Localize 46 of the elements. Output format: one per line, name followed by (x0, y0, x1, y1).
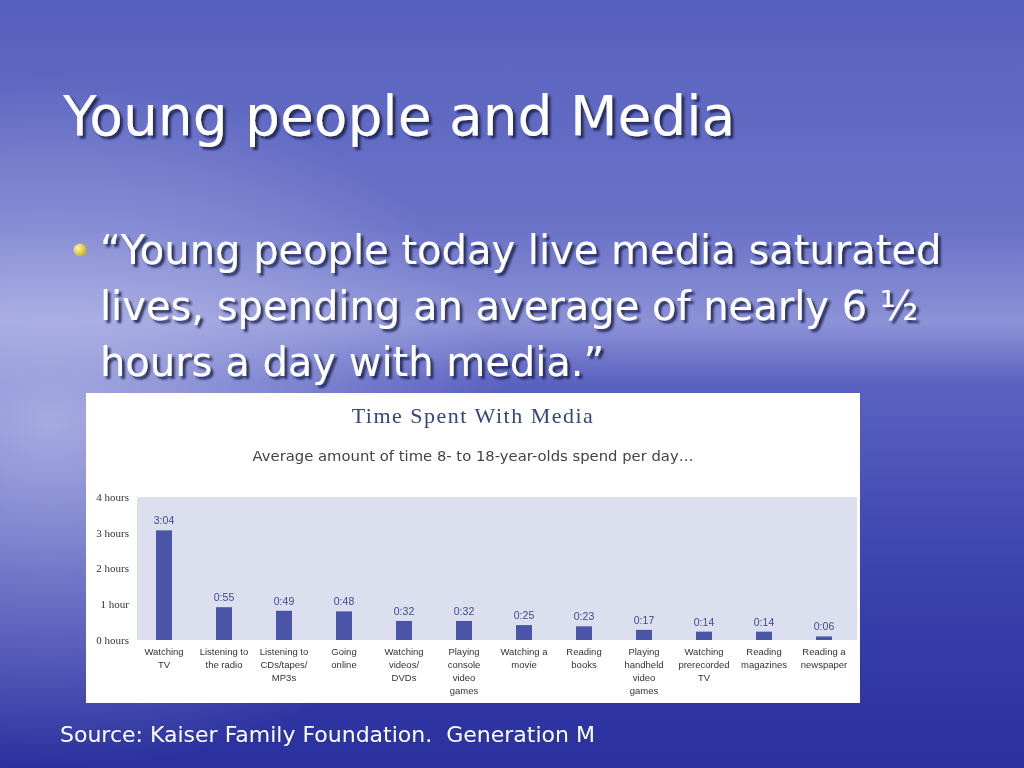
y-tick-label: 4 hours (96, 490, 129, 503)
bar (516, 625, 532, 640)
data-label: 0:49 (273, 594, 295, 607)
x-tick-label: Playing handheld video games (624, 646, 664, 696)
x-tick-label: Reading books (566, 646, 602, 670)
bar (216, 607, 232, 640)
x-tick-label: Listening to the radio (199, 646, 249, 670)
text: “Young people today live media saturated lives, spending an average of nearly 6 ½ hours a day with media.” (100, 227, 942, 385)
data-label: 0:06 (813, 620, 835, 633)
x-tick-label: Watching prerecorded TV (678, 646, 730, 683)
bar (156, 530, 172, 640)
data-label: 0:32 (393, 604, 415, 617)
data-label: 0:32 (453, 604, 475, 617)
bar (576, 626, 592, 640)
x-tick-label: Watching a movie (500, 646, 549, 670)
y-tick-label: 2 hours (96, 562, 129, 575)
data-label: 0:55 (213, 591, 235, 604)
y-tick-label: 3 hours (96, 526, 129, 539)
data-label: 3:04 (153, 514, 175, 527)
bar (456, 620, 472, 640)
bar (816, 636, 832, 640)
chart-subtitle: Average amount of time 8- to 18-year-olds spend per day… (252, 447, 694, 464)
bar (396, 620, 412, 640)
bar (696, 631, 712, 640)
source-note: Source: Kaiser Family Foundation. Generation M (60, 722, 595, 747)
x-tick-label: Listening to CDs/tapes/MP3s (259, 646, 309, 683)
data-label: 0:25 (513, 609, 535, 622)
y-tick-label: 1 hour (100, 598, 130, 611)
x-tick-label: Going online (331, 646, 357, 670)
bar (756, 631, 772, 640)
x-tick-label: Reading magazines (741, 646, 788, 670)
data-label: 0:14 (753, 615, 775, 628)
data-label: 0:23 (573, 610, 595, 623)
bar (636, 629, 652, 640)
data-label: 0:17 (633, 613, 655, 626)
data-label: 0:14 (693, 615, 715, 628)
y-tick-label: 0 hours (96, 633, 129, 646)
bar (276, 610, 292, 640)
x-tick-label: Watching videos/DVDs (384, 646, 424, 683)
x-tick-label: Playing console video games (447, 646, 481, 696)
bar (336, 611, 352, 640)
data-label: 0:48 (333, 595, 355, 608)
x-tick-label: Reading a newspaper (800, 646, 848, 670)
text: Young people and Media (62, 84, 736, 148)
x-tick-label: Watching TV (144, 646, 184, 670)
chart-title: Time Spent With Media (351, 403, 595, 428)
